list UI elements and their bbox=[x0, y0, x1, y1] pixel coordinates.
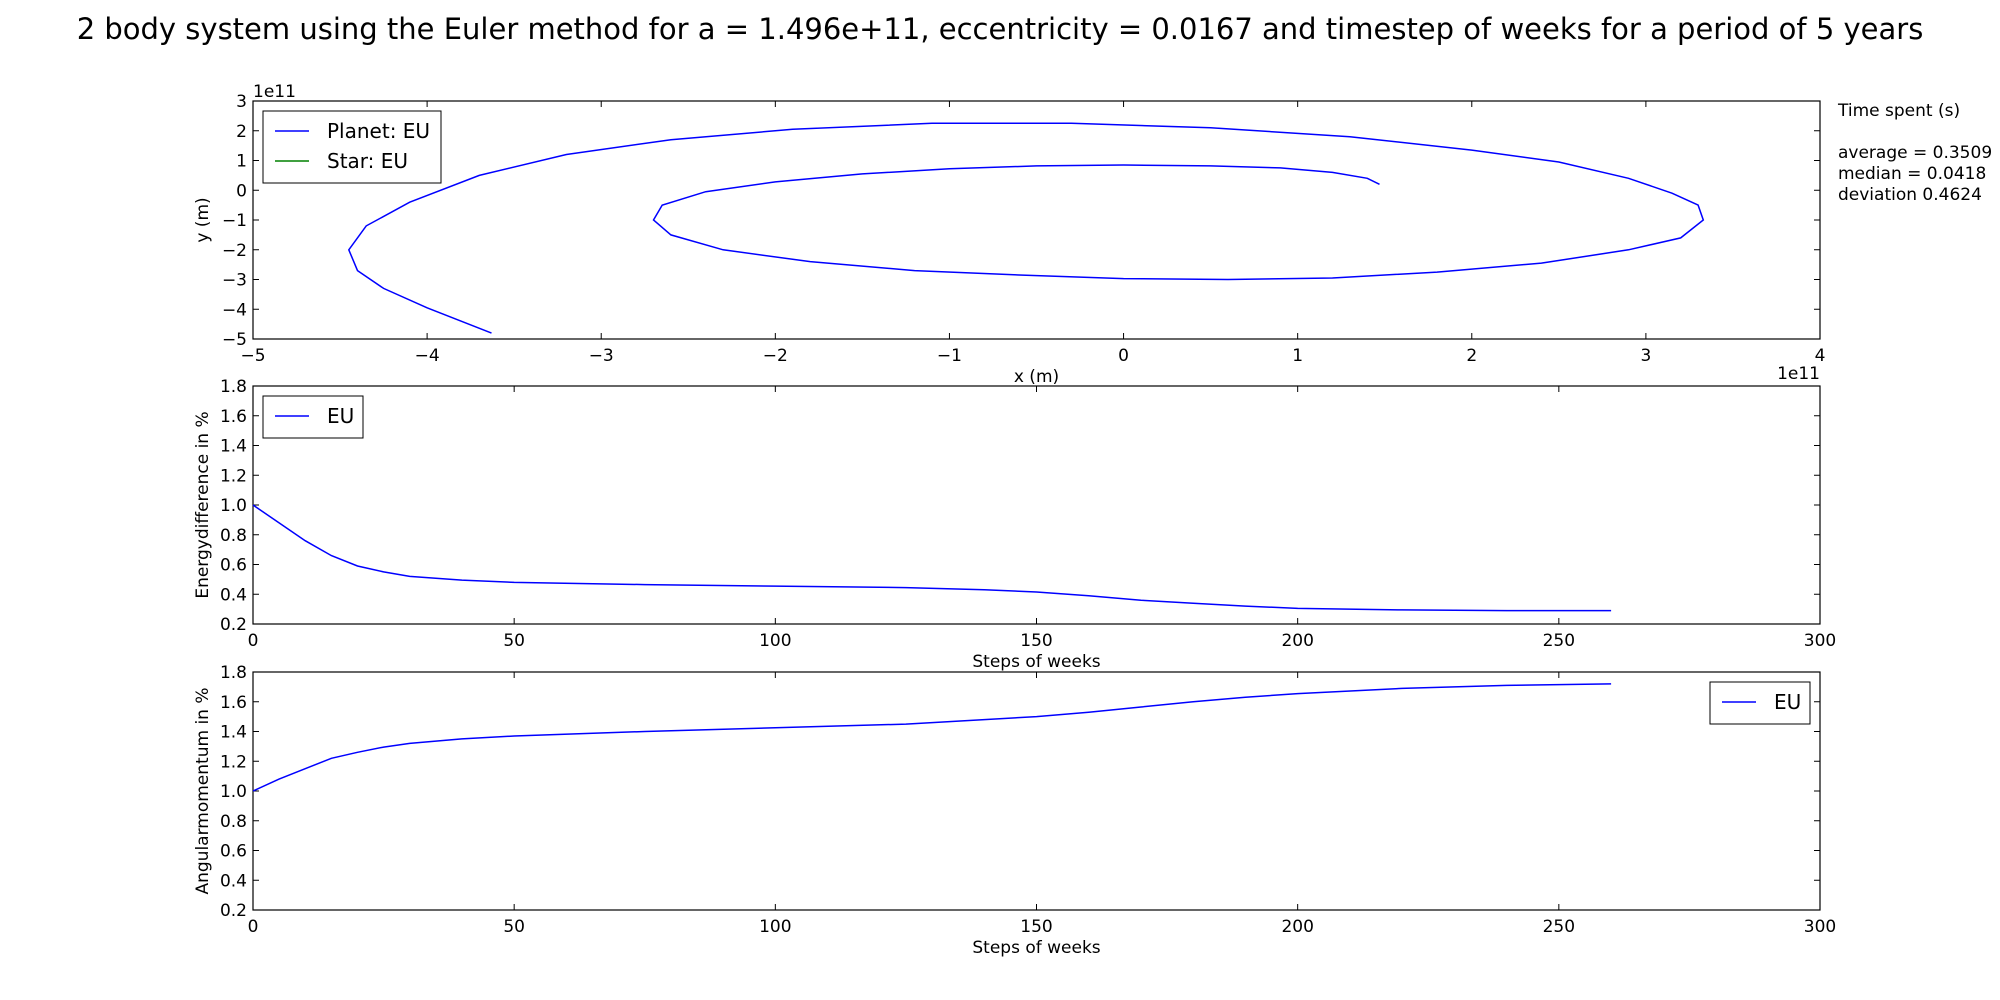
stats-average: average = 0.3509 bbox=[1838, 143, 1993, 163]
panel1-xtick-label: 2 bbox=[1466, 346, 1477, 366]
panel2-ytick-label: 1.4 bbox=[220, 437, 247, 457]
panel3-ytick-label: 0.8 bbox=[220, 812, 247, 832]
panel2-frame bbox=[252, 385, 1821, 625]
panel3-ytick-label: 0.2 bbox=[220, 901, 247, 921]
panel3-xtick-label: 100 bbox=[759, 917, 791, 937]
panel2-series-0-line bbox=[252, 504, 1612, 612]
panel2-xtick-label: 150 bbox=[1020, 631, 1052, 651]
panel2-xlabel: Steps of weeks bbox=[972, 652, 1100, 672]
panel1-x-offset-label: 1e11 bbox=[1777, 364, 1820, 384]
panel3-xtick-label: 0 bbox=[248, 917, 259, 937]
panel2-xtick-label: 50 bbox=[503, 631, 525, 651]
panel1-ytick-label: 2 bbox=[236, 122, 247, 142]
panel2-xtick-label: 250 bbox=[1543, 631, 1575, 651]
stats-median: median = 0.0418 bbox=[1838, 164, 1987, 184]
panel3-legend-label-0: EU bbox=[1774, 690, 1801, 714]
panel3-ytick-label: 1.2 bbox=[220, 752, 247, 772]
panel2-ytick-label: 1.8 bbox=[220, 377, 247, 397]
panel3-xtick-label: 50 bbox=[503, 917, 525, 937]
panel3-ytick-label: 0.4 bbox=[220, 871, 247, 891]
panel1-xlabel: x (m) bbox=[1014, 367, 1059, 387]
panel1-xtick-label: −2 bbox=[763, 346, 788, 366]
panel1-legend-label-0: Planet: EU bbox=[327, 119, 430, 143]
panel3-xtick-label: 150 bbox=[1020, 917, 1052, 937]
panel2-legend-label-0: EU bbox=[327, 404, 354, 428]
panel1-ylabel: y (m) bbox=[193, 197, 213, 242]
panel1-ytick-label: 1 bbox=[236, 152, 247, 172]
panel3-series-0-line bbox=[252, 683, 1612, 792]
panel1-ytick-label: 0 bbox=[236, 181, 247, 201]
panel3-xtick-label: 250 bbox=[1543, 917, 1575, 937]
panel1-xtick-label: 0 bbox=[1118, 346, 1129, 366]
panel2-ytick-label: 0.2 bbox=[220, 615, 247, 635]
panel2-ytick-label: 0.4 bbox=[220, 585, 247, 605]
panel1-xtick-label: 4 bbox=[1815, 346, 1826, 366]
panel2-legend-box bbox=[262, 395, 364, 439]
panel3-ytick-label: 1.0 bbox=[220, 782, 247, 802]
panel2-ytick-label: 0.8 bbox=[220, 526, 247, 546]
panel1-ytick-label: −1 bbox=[222, 211, 247, 231]
panel3-ytick-label: 1.8 bbox=[220, 663, 247, 683]
panel3-ytick-label: 0.6 bbox=[220, 842, 247, 862]
panel3-ylabel: Angularmomentum in % bbox=[193, 687, 213, 894]
panel2-xtick-label: 300 bbox=[1804, 631, 1836, 651]
panel1-xtick-label: −5 bbox=[240, 346, 265, 366]
panel1-frame bbox=[252, 100, 1821, 340]
panel1-xtick-label: −4 bbox=[415, 346, 440, 366]
panel1-xtick-label: −3 bbox=[589, 346, 614, 366]
panel2-ytick-label: 1.6 bbox=[220, 407, 247, 427]
panel1-legend-box bbox=[262, 110, 442, 184]
panel1-legend-label-1: Star: EU bbox=[327, 149, 408, 173]
panel1-ytick-label: −5 bbox=[222, 330, 247, 350]
panel3-ytick-label: 1.6 bbox=[220, 693, 247, 713]
panel3-ytick-label: 1.4 bbox=[220, 723, 247, 743]
panel1-xtick-label: 1 bbox=[1292, 346, 1303, 366]
panel3-frame bbox=[252, 671, 1821, 911]
panel1-ytick-label: −4 bbox=[222, 300, 247, 320]
panel3-xlabel: Steps of weeks bbox=[972, 938, 1100, 958]
figure-title: 2 body system using the Euler method for… bbox=[76, 12, 1924, 46]
panel3-xtick-label: 300 bbox=[1804, 917, 1836, 937]
panel2-xtick-label: 200 bbox=[1281, 631, 1313, 651]
stats-panel: Time spent (s) average = 0.3509 median =… bbox=[1838, 101, 1992, 206]
panel1-ytick-label: 3 bbox=[236, 92, 247, 112]
panel1-series-0-line bbox=[347, 122, 1705, 334]
panel1-ytick-label: −3 bbox=[222, 271, 247, 291]
panel2-xtick-label: 100 bbox=[759, 631, 791, 651]
panel2-ytick-label: 1.2 bbox=[220, 466, 247, 486]
panel2-xtick-label: 0 bbox=[248, 631, 259, 651]
panel3-xtick-label: 200 bbox=[1281, 917, 1313, 937]
panel1-ytick-label: −2 bbox=[222, 241, 247, 261]
panel2-ylabel: Energydifference in % bbox=[193, 411, 213, 598]
panel1-y-offset-label: 1e11 bbox=[253, 82, 296, 102]
panel1-xtick-label: 3 bbox=[1640, 346, 1651, 366]
panel1-xtick-label: −1 bbox=[937, 346, 962, 366]
panel2-ytick-label: 0.6 bbox=[220, 556, 247, 576]
panel3-legend-box bbox=[1709, 681, 1811, 725]
panel2-ytick-label: 1.0 bbox=[220, 496, 247, 516]
stats-deviation: deviation 0.4624 bbox=[1838, 185, 1982, 205]
stats-title: Time spent (s) bbox=[1838, 101, 1961, 121]
